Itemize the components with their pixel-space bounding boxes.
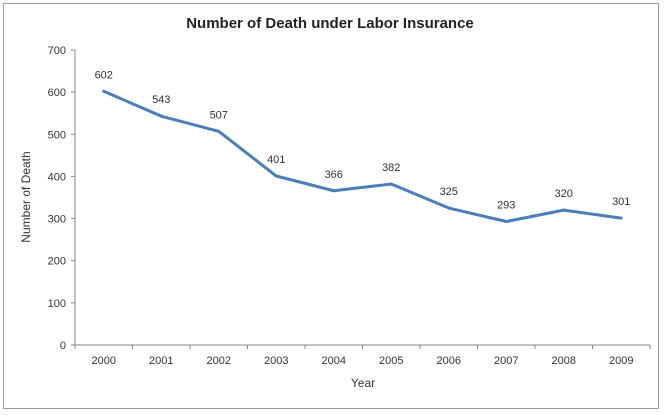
data-point xyxy=(217,129,221,133)
y-tick-label: 0 xyxy=(60,340,66,352)
data-point xyxy=(504,220,508,224)
data-label: 507 xyxy=(210,109,228,121)
chart-frame xyxy=(3,3,659,409)
data-point xyxy=(332,189,336,193)
data-label: 301 xyxy=(612,196,630,208)
y-axis-ticks: 0 100 200 300 400 500 600 700 xyxy=(48,45,75,352)
x-tick-label: 2004 xyxy=(322,355,346,367)
data-label: 320 xyxy=(555,188,573,200)
y-tick-label: 300 xyxy=(48,214,66,226)
data-label: 401 xyxy=(267,154,285,166)
x-tick-label: 2000 xyxy=(92,355,116,367)
x-tick-label: 2002 xyxy=(207,355,231,367)
series-line xyxy=(103,89,622,224)
data-label: 366 xyxy=(325,169,343,181)
x-tick-label: 2007 xyxy=(494,355,518,367)
data-point xyxy=(619,216,623,220)
y-tick-label: 500 xyxy=(48,129,66,141)
y-tick-label: 600 xyxy=(48,87,66,99)
x-tick-label: 2003 xyxy=(264,355,288,367)
data-point xyxy=(274,174,278,178)
chart-title: Number of Death under Labor Insurance xyxy=(186,15,474,32)
data-point xyxy=(562,208,566,212)
data-label: 543 xyxy=(152,94,170,106)
x-tick-label: 2001 xyxy=(149,355,173,367)
data-label-layer: 602 543 507 401 366 382 325 293 320 301 xyxy=(95,69,631,211)
data-label: 382 xyxy=(382,162,400,174)
y-tick-label: 400 xyxy=(48,171,66,183)
data-point xyxy=(447,206,451,210)
data-label: 325 xyxy=(440,186,458,198)
x-tick-label: 2005 xyxy=(379,355,403,367)
x-axis-title: Year xyxy=(351,376,375,390)
y-tick-label: 100 xyxy=(48,298,66,310)
x-axis-ticks: 2000 2001 2002 2003 2004 2005 2006 2007 2008 2009 xyxy=(74,345,651,367)
x-tick-label: 2008 xyxy=(552,355,576,367)
data-point xyxy=(159,114,163,118)
y-tick-label: 200 xyxy=(48,256,66,268)
y-axis-title: Number of Death xyxy=(19,151,33,242)
data-label: 602 xyxy=(95,69,113,81)
x-tick-label: 2009 xyxy=(609,355,633,367)
data-point xyxy=(102,89,106,93)
series-layer xyxy=(102,89,623,224)
data-point xyxy=(389,182,393,186)
data-label: 293 xyxy=(497,200,515,212)
y-tick-label: 700 xyxy=(48,45,66,57)
x-tick-label: 2006 xyxy=(437,355,461,367)
